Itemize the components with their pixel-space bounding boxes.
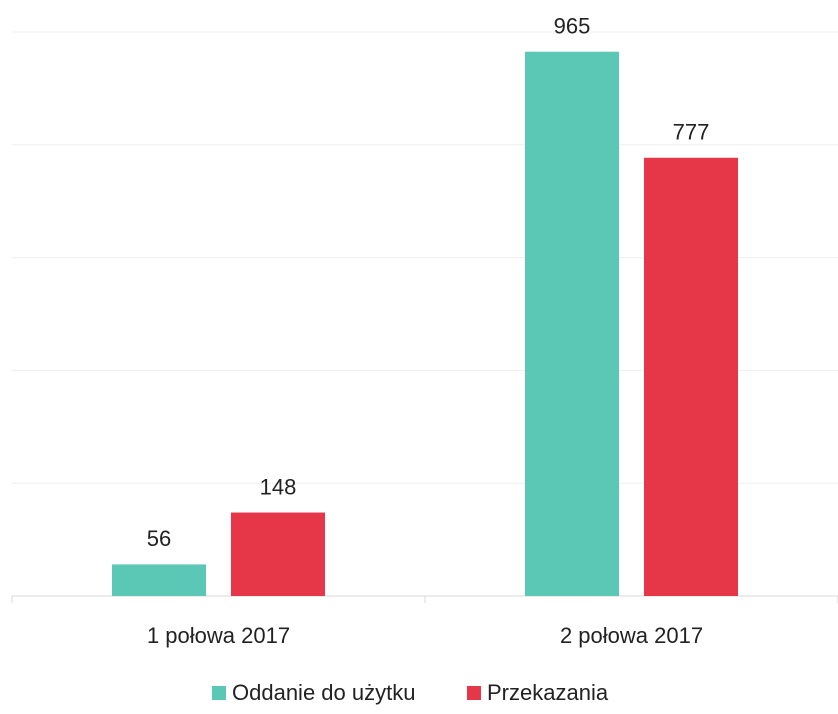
x-tick-label: 1 połowa 2017 bbox=[147, 623, 290, 648]
legend-swatch bbox=[467, 686, 481, 700]
data-label: 56 bbox=[147, 526, 171, 551]
bar bbox=[231, 512, 325, 596]
legend-label: Oddanie do użytku bbox=[232, 680, 415, 705]
data-label: 965 bbox=[554, 14, 591, 39]
bar bbox=[644, 157, 738, 596]
legend-label: Przekazania bbox=[487, 680, 609, 705]
data-label: 148 bbox=[260, 474, 297, 499]
bar bbox=[112, 564, 206, 596]
legend-swatch bbox=[212, 686, 226, 700]
data-label: 777 bbox=[673, 120, 710, 145]
x-tick-label: 2 połowa 2017 bbox=[560, 623, 703, 648]
bar bbox=[525, 51, 619, 597]
